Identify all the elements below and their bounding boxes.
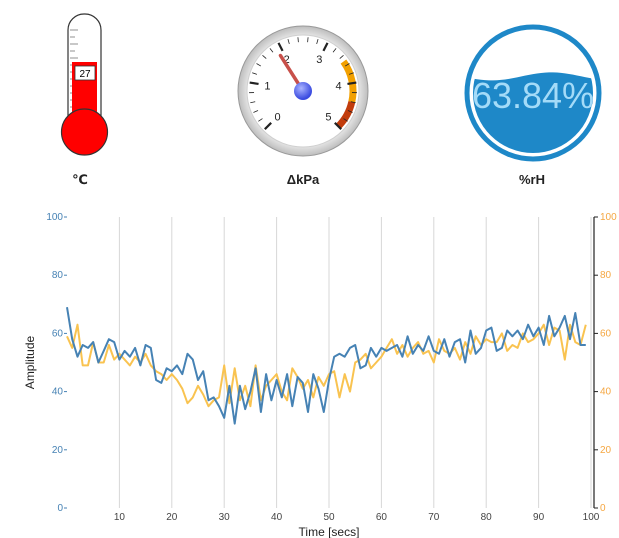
gauge-unit: ΔkPa — [286, 172, 320, 187]
thermometer: 27 — [60, 13, 109, 156]
gauge-minor-tick — [339, 54, 344, 59]
gauge-minor-tick — [253, 110, 259, 113]
liquid-outer-ring — [464, 24, 602, 162]
y-left-tick-label: 0 — [57, 503, 63, 514]
humidity-unit: %rH — [518, 172, 545, 187]
y-right-tick-label: 100 — [600, 212, 617, 223]
x-tick-label: 80 — [481, 512, 493, 523]
thermometer-value: 27 — [79, 69, 91, 80]
y-axis-title: Amplitude — [23, 336, 37, 390]
pressure-gauge: 0 1 2 3 4 5 — [237, 25, 369, 157]
y-right-tick-label: 20 — [600, 445, 612, 456]
y-left-tick-label: 100 — [46, 212, 63, 223]
y-left-tick-label: 60 — [52, 328, 64, 339]
series-layer — [66, 307, 587, 425]
gauge-major-tick — [249, 81, 259, 86]
thermometer-value-box — [74, 65, 96, 81]
y-right-tick-label: 40 — [600, 387, 612, 398]
gauge-minor-tick — [252, 72, 258, 75]
gauge-minor-tick — [348, 72, 354, 75]
series-line-left — [66, 307, 586, 425]
gauge-tick-label: 4 — [335, 80, 341, 92]
gauge-tick-label: 3 — [316, 54, 322, 66]
x-tick-label: 90 — [533, 512, 545, 523]
gauge-major-tick — [334, 122, 342, 130]
x-tick-label: 40 — [271, 512, 283, 523]
y-right-tick-label: 60 — [600, 328, 612, 339]
gauge-tick-label: 1 — [264, 80, 270, 92]
thermometer-unit: ℃ — [72, 172, 88, 187]
gauge-minor-tick — [269, 48, 274, 53]
gauge-minor-tick — [258, 118, 263, 122]
x-tick-label: 50 — [323, 512, 335, 523]
gauge-major-tick — [264, 122, 272, 130]
humidity-liquid-gauge: 63.84% 63.84% — [464, 24, 602, 162]
liquid-wave — [473, 72, 593, 153]
x-tick-label: 60 — [376, 512, 388, 523]
thermometer-bulb — [60, 108, 109, 156]
x-tick-label: 100 — [583, 512, 600, 523]
gauge-major-tick — [347, 81, 357, 86]
gauge-major-tick — [277, 42, 284, 52]
y-right-tick-label: 80 — [600, 270, 612, 281]
pressure-gauge-widget: 0 1 2 3 4 5 — [236, 24, 370, 158]
gauge-hub — [294, 82, 312, 100]
gauge-major-tick — [322, 42, 329, 52]
gauge-minor-tick — [347, 110, 353, 113]
y-axis-right: 0 20 40 60 80 100 — [593, 212, 617, 514]
gauge-minor-tick — [287, 39, 290, 45]
gauge-band-warning — [340, 59, 357, 103]
amplitude-chart: 10 20 30 40 50 60 70 80 90 100 0 20 40 60 80 100 0 20 40… — [23, 212, 617, 538]
x-axis: 10 20 30 40 50 60 70 80 90 100 — [114, 512, 600, 523]
thermometer-widget: 27 — [50, 0, 120, 190]
gauge-minor-tick — [350, 101, 356, 104]
y-left-tick-label: 20 — [52, 445, 64, 456]
y-axis-left: 0 20 40 60 80 100 — [46, 212, 67, 514]
chart-grid — [118, 217, 592, 508]
widget-row: 27 ℃ 0 1 2 3 4 5 ΔkPa — [0, 0, 619, 200]
gauge-labels: 0 1 2 3 4 5 — [264, 54, 341, 124]
liquid-value: 63.84% — [472, 75, 594, 116]
gauge-minor-tick — [332, 48, 337, 53]
gauge-minor-tick — [343, 118, 348, 122]
x-axis-title: Time [secs] — [299, 525, 360, 538]
humidity-liquid-widget: 63.84% 63.84% — [463, 23, 603, 163]
gauge-tick-label: 0 — [274, 111, 280, 123]
y-left-tick-label: 80 — [52, 270, 64, 281]
gauge-minor-tick — [256, 63, 262, 67]
x-tick-label: 70 — [428, 512, 440, 523]
gauge-tick-label: 5 — [325, 111, 331, 123]
gauge-minor-tick — [262, 54, 267, 59]
gauge-minor-tick — [316, 39, 319, 45]
y-right-tick-label: 0 — [600, 503, 606, 514]
gauge-ticks — [249, 37, 357, 130]
gauge-minor-tick — [344, 63, 350, 67]
y-left-tick-label: 40 — [52, 387, 64, 398]
x-tick-label: 20 — [166, 512, 178, 523]
x-tick-label: 10 — [114, 512, 126, 523]
gauge-tick-label: 2 — [284, 54, 290, 66]
gauge-minor-tick — [250, 101, 256, 104]
x-tick-label: 30 — [219, 512, 231, 523]
